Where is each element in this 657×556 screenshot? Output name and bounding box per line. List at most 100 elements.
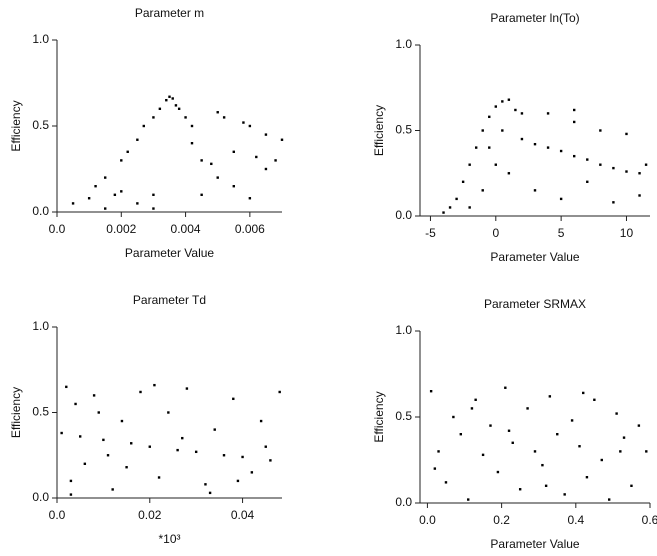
panel-title: Parameter m — [135, 6, 204, 20]
x-tick-label: 0.0 — [49, 508, 66, 522]
point — [444, 481, 448, 484]
point — [637, 424, 641, 427]
point — [120, 159, 123, 162]
point — [102, 438, 105, 442]
point — [533, 450, 537, 453]
point — [507, 429, 511, 432]
point — [467, 498, 470, 501]
point — [496, 470, 500, 474]
point — [520, 112, 524, 115]
point — [194, 450, 198, 454]
x-tick-label: 0.002 — [106, 222, 136, 236]
point — [448, 206, 452, 209]
point — [125, 466, 128, 469]
point — [607, 498, 611, 501]
y-tick-label: 1.0 — [395, 323, 412, 337]
point — [599, 163, 602, 166]
point — [494, 163, 497, 166]
point — [176, 448, 179, 452]
point — [113, 193, 117, 196]
point — [204, 483, 207, 486]
point — [507, 98, 511, 101]
point — [494, 105, 497, 108]
point — [216, 176, 219, 179]
point — [78, 435, 82, 438]
point — [213, 428, 216, 431]
point — [111, 488, 114, 491]
point — [126, 150, 129, 153]
point — [518, 488, 522, 491]
point — [185, 387, 189, 390]
point — [104, 207, 107, 210]
point — [481, 453, 485, 457]
point — [236, 479, 240, 483]
point — [488, 146, 491, 149]
point — [578, 445, 581, 448]
point — [504, 386, 507, 389]
point — [264, 167, 268, 171]
point — [120, 190, 123, 193]
x-tick-label: 0 — [492, 226, 499, 240]
point — [190, 142, 194, 145]
x-tick-label: 0.0 — [419, 513, 436, 527]
point — [259, 419, 263, 423]
x-tick-label: 0.0 — [49, 222, 66, 236]
y-axis-label: Efficiency — [9, 100, 23, 151]
point — [468, 163, 471, 166]
y-tick-label: 0.5 — [32, 405, 49, 419]
point — [97, 411, 100, 414]
point — [544, 484, 548, 487]
x-axis-label: Parameter Value — [490, 250, 579, 264]
point — [280, 138, 284, 141]
point — [488, 115, 491, 119]
point — [208, 491, 212, 495]
y-tick-label: 0.0 — [32, 204, 49, 218]
point — [165, 99, 168, 102]
point — [507, 172, 511, 175]
point — [216, 111, 219, 114]
y-axis-label: Efficiency — [372, 105, 386, 156]
point — [87, 197, 91, 200]
point — [599, 129, 602, 132]
point — [615, 412, 618, 415]
point — [470, 407, 474, 410]
point — [570, 419, 574, 422]
point — [248, 197, 252, 200]
point — [210, 162, 213, 166]
point — [120, 419, 124, 423]
y-tick-label: 0.0 — [32, 490, 49, 504]
point — [481, 189, 484, 192]
point — [520, 137, 524, 141]
point — [255, 155, 258, 159]
point — [585, 476, 589, 479]
point — [200, 159, 203, 162]
point — [152, 193, 155, 196]
point — [511, 441, 514, 444]
point — [69, 479, 73, 483]
point — [152, 116, 155, 119]
y-axis-label: Efficiency — [372, 391, 386, 442]
point — [526, 407, 529, 410]
point — [222, 116, 226, 119]
y-tick-label: 0.0 — [395, 208, 412, 222]
x-tick-label: 0.004 — [171, 222, 201, 236]
point — [184, 116, 187, 119]
x-tick-label: 0.04 — [231, 508, 255, 522]
point — [638, 194, 641, 197]
point — [171, 97, 174, 100]
point — [130, 442, 133, 445]
point — [429, 390, 433, 393]
point — [452, 415, 455, 419]
point — [222, 454, 226, 457]
point — [619, 450, 622, 453]
point — [501, 129, 504, 132]
point — [177, 107, 181, 110]
point — [625, 170, 628, 173]
point — [274, 159, 277, 162]
point — [586, 180, 589, 183]
point — [573, 154, 576, 158]
x-tick-label: 0.02 — [138, 508, 162, 522]
y-tick-label: 1.0 — [395, 37, 412, 51]
point — [168, 95, 171, 98]
